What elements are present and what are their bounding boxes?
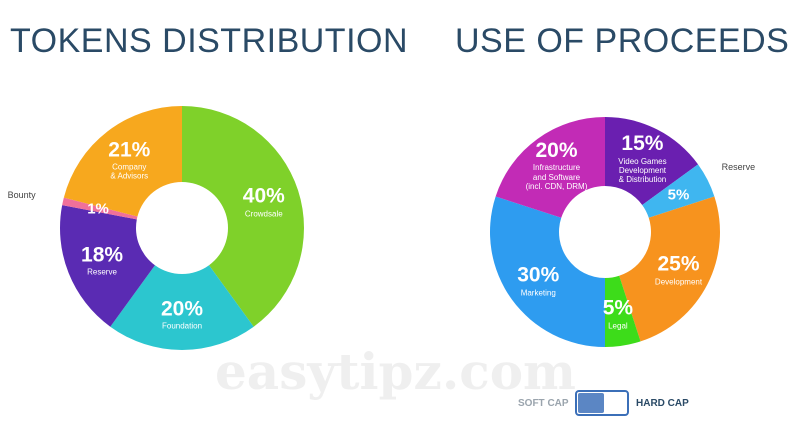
slice-value-label: 15%: [621, 132, 664, 156]
slice-value-label: 20%: [160, 297, 204, 321]
slice-category-label: Company & Advisors: [110, 162, 149, 182]
slice-category-label: Video Games Development & Distribution: [618, 156, 667, 185]
donut-slice: [62, 197, 138, 220]
donut-slice: [495, 117, 605, 218]
watermark: easytipz.com: [215, 342, 576, 401]
slice-value-label: 5%: [602, 296, 634, 320]
slice-label: 20% Infrastructure and Software (incl. CD…: [526, 139, 588, 191]
slice-label: 25% Development: [655, 253, 702, 286]
slice-category-label: Marketing: [520, 287, 556, 297]
slice-category-label: Foundation: [161, 321, 203, 331]
toggle-switch[interactable]: [575, 390, 629, 416]
donut-slice: [60, 205, 155, 327]
slice-label: 21% Company & Advisors: [108, 139, 150, 182]
donut-slice: [619, 196, 720, 342]
slice-value-label: 18%: [81, 242, 124, 266]
chart-title: TOKENS DISTRIBUTION: [10, 22, 409, 60]
slice-value-label: 21%: [108, 138, 151, 162]
slice-category-label: Infrastructure and Software (incl. CDN, …: [525, 163, 588, 191]
slice-label: 20% Foundation: [161, 297, 203, 330]
slice-value-label: 5%: [667, 185, 690, 203]
donut-slice: [63, 106, 182, 217]
donut-slice: [182, 106, 304, 327]
slice-label: 18% Reserve: [81, 243, 123, 276]
slice-label: 5% Legal: [603, 297, 633, 330]
slice-value-label: 30%: [517, 263, 560, 287]
slice-category-label: Bounty: [7, 190, 36, 201]
toggle-knob: [578, 393, 604, 413]
donut-slice: [605, 275, 641, 347]
donut-slice: [489, 196, 605, 347]
donut-slice: [605, 117, 699, 205]
slice-label: 30% Marketing: [517, 264, 559, 297]
slice-category-label: Development: [654, 276, 703, 286]
slice-value-label: 1%: [87, 200, 109, 218]
slice-category-label: Reserve: [87, 267, 117, 277]
slice-value-label: 40%: [242, 184, 285, 208]
slice-value-label: 20%: [535, 139, 578, 163]
slice-label: 15% Video Games Development & Distributio…: [618, 133, 666, 185]
donut-slice: [110, 265, 254, 350]
slice-category-label: Crowdsale: [244, 208, 283, 218]
slice-value-label: 25%: [657, 252, 700, 276]
chart-title: USE OF PROCEEDS: [455, 22, 790, 60]
slice-category-label: Reserve: [721, 161, 756, 172]
toggle-left-label[interactable]: SOFT CAP: [518, 398, 569, 409]
slice-category-label: Legal: [608, 320, 628, 330]
donut-slice: [642, 164, 715, 218]
toggle-right-label[interactable]: HARD CAP: [636, 398, 689, 409]
slice-label: 40% Crowdsale: [243, 185, 285, 218]
